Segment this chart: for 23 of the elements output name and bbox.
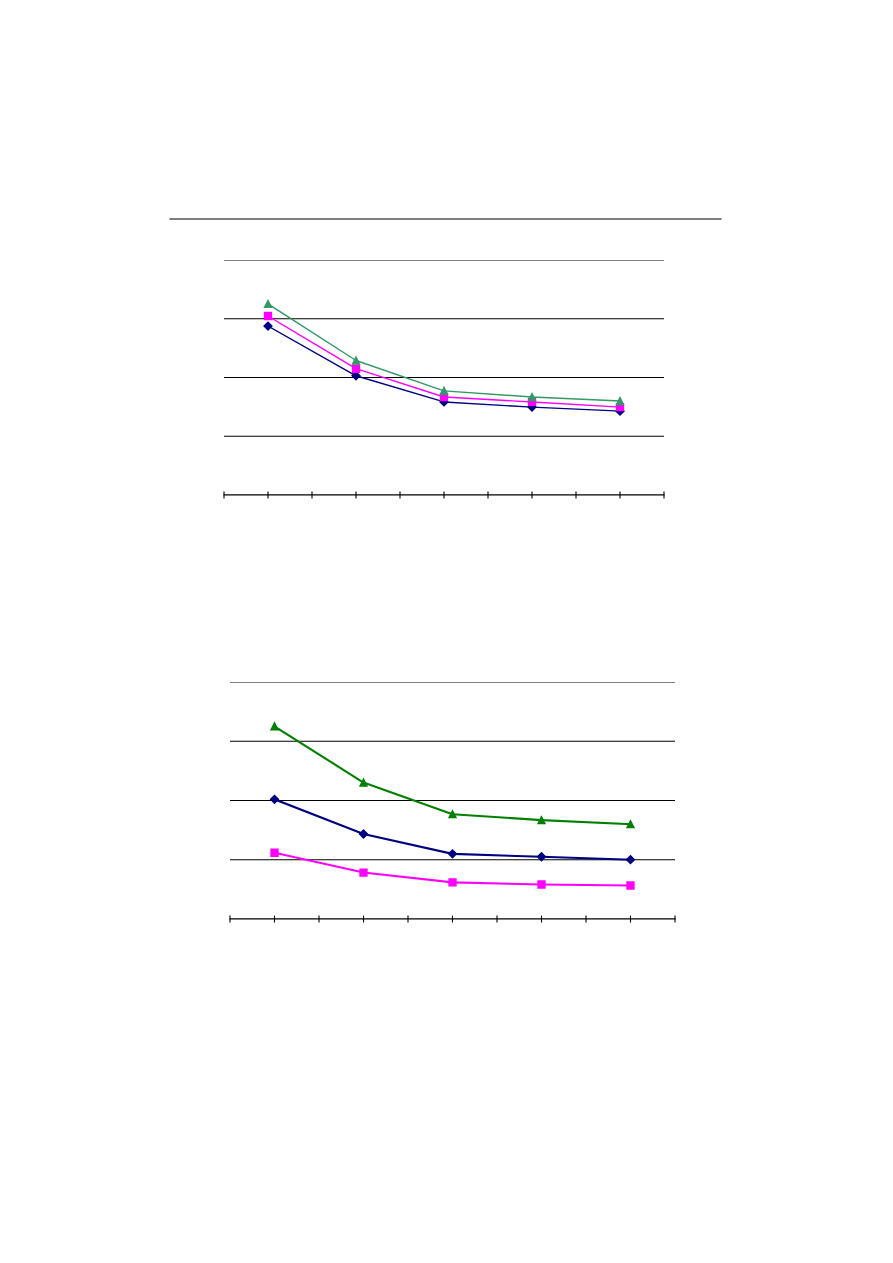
point [263,321,273,331]
point [351,364,361,373]
point [439,386,449,396]
point [447,849,458,859]
point [269,794,280,804]
point [537,880,546,889]
point [263,299,273,309]
point [263,311,273,321]
point [351,356,361,365]
point [448,878,457,887]
point [625,855,636,865]
point [448,810,457,819]
point [270,848,279,857]
point [270,722,279,731]
point [626,881,635,890]
point [527,392,537,402]
point [358,829,369,839]
point [537,815,546,825]
point [359,868,368,877]
point [626,820,635,829]
point [359,778,368,787]
point [536,852,547,862]
point [615,396,625,406]
